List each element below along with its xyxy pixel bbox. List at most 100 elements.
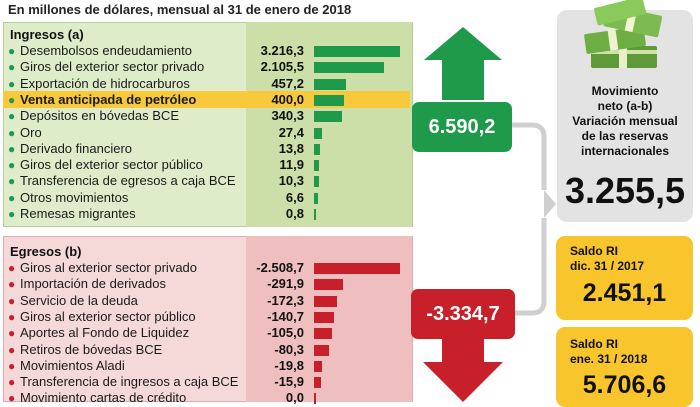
ingresos-row: ● Transferencia de egresos a caja BCE 10,3 bbox=[6, 173, 410, 189]
egresos-bar bbox=[314, 328, 332, 340]
bullet-icon: ● bbox=[8, 190, 16, 205]
ingresos-total: 6.590,2 bbox=[412, 102, 512, 152]
egresos-row: ● Aportes al Fondo de Liquidez -105,0 bbox=[6, 325, 410, 341]
bullet-icon: ● bbox=[8, 141, 16, 156]
ingresos-bar bbox=[314, 111, 342, 123]
egresos-label: Giros al exterior sector público bbox=[20, 308, 196, 324]
ingresos-title: Ingresos (a) bbox=[10, 27, 84, 42]
saldo-ene-value: 5.706,6 bbox=[582, 371, 667, 399]
ingresos-bar bbox=[314, 192, 318, 204]
ingresos-bar bbox=[314, 143, 320, 155]
egresos-row: ● Giros al exterior sector público -140,7 bbox=[6, 309, 410, 325]
ingresos-value: 10,3 bbox=[278, 173, 304, 189]
bullet-icon: ● bbox=[8, 125, 16, 140]
bullet-icon: ● bbox=[8, 44, 16, 58]
bullet-icon: ● bbox=[8, 391, 16, 406]
egresos-value: -291,9 bbox=[267, 276, 304, 292]
egresos-bar bbox=[314, 295, 337, 307]
egresos-bar bbox=[314, 344, 330, 356]
ingresos-bar bbox=[314, 78, 347, 90]
ingresos-label: Desembolsos endeudamiento bbox=[20, 43, 192, 58]
egresos-value: -105,0 bbox=[267, 325, 304, 341]
ingresos-row: ● Derivado financiero 13,8 bbox=[6, 141, 410, 157]
ingresos-row: ● Otros movimientos 6,6 bbox=[6, 190, 410, 206]
connector-top bbox=[505, 122, 547, 190]
highlight-band bbox=[3, 90, 410, 108]
ingresos-label: Remesas migrantes bbox=[20, 206, 136, 221]
ingresos-label: Giros del exterior sector privado bbox=[20, 59, 205, 75]
ingresos-value: 0,8 bbox=[285, 206, 304, 221]
bullet-icon: ● bbox=[8, 261, 16, 275]
egresos-label: Transferencia de ingresos a caja BCE bbox=[20, 374, 239, 390]
ingresos-row: ● Giros del exterior sector público 11,9 bbox=[6, 157, 410, 173]
ingresos-value: 6,6 bbox=[285, 189, 304, 205]
down-arrow-icon bbox=[423, 338, 503, 402]
saldo-dic-value: 2.451,1 bbox=[582, 279, 667, 307]
bullet-icon: ● bbox=[8, 60, 16, 75]
egresos-row: ● Importación de derivados -291,9 bbox=[6, 276, 410, 292]
movimiento-value: 3.255,5 bbox=[564, 170, 686, 211]
saldo-dic-date: dic. 31 / 2017 bbox=[570, 259, 645, 273]
ingresos-label: Giros del exterior sector público bbox=[20, 157, 203, 173]
ingresos-row: ● Exportación de hidrocarburos 457,2 bbox=[6, 76, 410, 92]
saldo-ene-box: Saldo RI ene. 31 / 2018 5.706,6 bbox=[556, 327, 693, 407]
ingresos-row: ● Remesas migrantes 0,8 bbox=[6, 206, 410, 222]
bullet-icon: ● bbox=[8, 358, 16, 373]
ingresos-row: ● Oro 27,4 bbox=[6, 125, 410, 141]
ingresos-value: 457,2 bbox=[271, 75, 304, 91]
saldo-dic-box: Saldo RI dic. 31 / 2017 2.451,1 bbox=[556, 236, 693, 320]
ingresos-label: Exportación de hidrocarburos bbox=[20, 75, 190, 91]
up-arrow-icon bbox=[424, 27, 502, 100]
ingresos-value: 400,0 bbox=[271, 91, 304, 107]
egresos-row: ● Retiros de bóvedas BCE -80,3 bbox=[6, 342, 410, 358]
egresos-label: Aportes al Fondo de Liquidez bbox=[20, 325, 190, 341]
bullet-icon: ● bbox=[8, 174, 16, 189]
saldo-dic-label: Saldo RI bbox=[570, 244, 619, 258]
ingresos-row: ● Desembolsos endeudamiento 3.216,3 bbox=[6, 43, 410, 59]
egresos-value: -19,8 bbox=[274, 357, 304, 373]
ingresos-value: 2.105,5 bbox=[260, 59, 304, 75]
movimiento-title-line: Movimiento bbox=[591, 84, 659, 98]
egresos-bar bbox=[314, 393, 316, 405]
ingresos-bar bbox=[314, 176, 319, 188]
egresos-total: -3.334,7 bbox=[411, 289, 515, 339]
egresos-value: -140,7 bbox=[267, 308, 304, 324]
ingresos-label: Transferencia de egresos a caja BCE bbox=[20, 173, 236, 189]
ingresos-value: 13,8 bbox=[278, 140, 304, 156]
ingresos-bar bbox=[314, 94, 345, 106]
bullet-icon: ● bbox=[8, 326, 16, 341]
egresos-label: Servicio de la deuda bbox=[20, 292, 138, 308]
connector-arrow-head bbox=[544, 190, 556, 218]
bullet-icon: ● bbox=[8, 309, 16, 324]
egresos-value: -172,3 bbox=[267, 292, 304, 308]
egresos-bar bbox=[314, 279, 344, 291]
egresos-row: ● Servicio de la deuda -172,3 bbox=[6, 293, 410, 309]
egresos-value: -2.508,7 bbox=[256, 260, 304, 275]
ingresos-row: ● Venta anticipada de petróleo 400,0 bbox=[6, 92, 410, 108]
bullet-icon: ● bbox=[8, 375, 16, 390]
movimiento-title-line: internacionales bbox=[580, 144, 670, 158]
ingresos-value: 340,3 bbox=[271, 108, 304, 124]
egresos-row: ● Giros al exterior sector privado -2.508,… bbox=[6, 260, 410, 276]
movimiento-title-line: de las reservas bbox=[581, 129, 669, 143]
egresos-value: -80,3 bbox=[274, 341, 304, 357]
ingresos-row: ● Giros del exterior sector privado 2.105,… bbox=[6, 59, 410, 75]
ingresos-bar bbox=[314, 160, 320, 172]
bullet-icon: ● bbox=[8, 76, 16, 91]
egresos-row: ● Movimientos Aladi -19,8 bbox=[6, 358, 410, 374]
ingresos-label: Venta anticipada de petróleo bbox=[20, 91, 197, 107]
ingresos-label: Otros movimientos bbox=[20, 189, 129, 205]
ingresos-row: ● Depósitos en bóvedas BCE 340,3 bbox=[6, 108, 410, 124]
egresos-value: -15,9 bbox=[274, 374, 304, 390]
ingresos-bar bbox=[314, 209, 316, 220]
ingresos-label: Oro bbox=[20, 124, 42, 140]
ingresos-bar bbox=[314, 46, 400, 57]
egresos-bar bbox=[314, 263, 400, 274]
money-stack-icon bbox=[584, 0, 663, 68]
saldo-ene-date: ene. 31 / 2018 bbox=[570, 352, 648, 366]
ingresos-value: 3.216,3 bbox=[260, 43, 304, 58]
bullet-icon: ● bbox=[8, 109, 16, 124]
egresos-bar bbox=[314, 360, 322, 372]
saldo-ene-label: Saldo RI bbox=[570, 337, 619, 351]
